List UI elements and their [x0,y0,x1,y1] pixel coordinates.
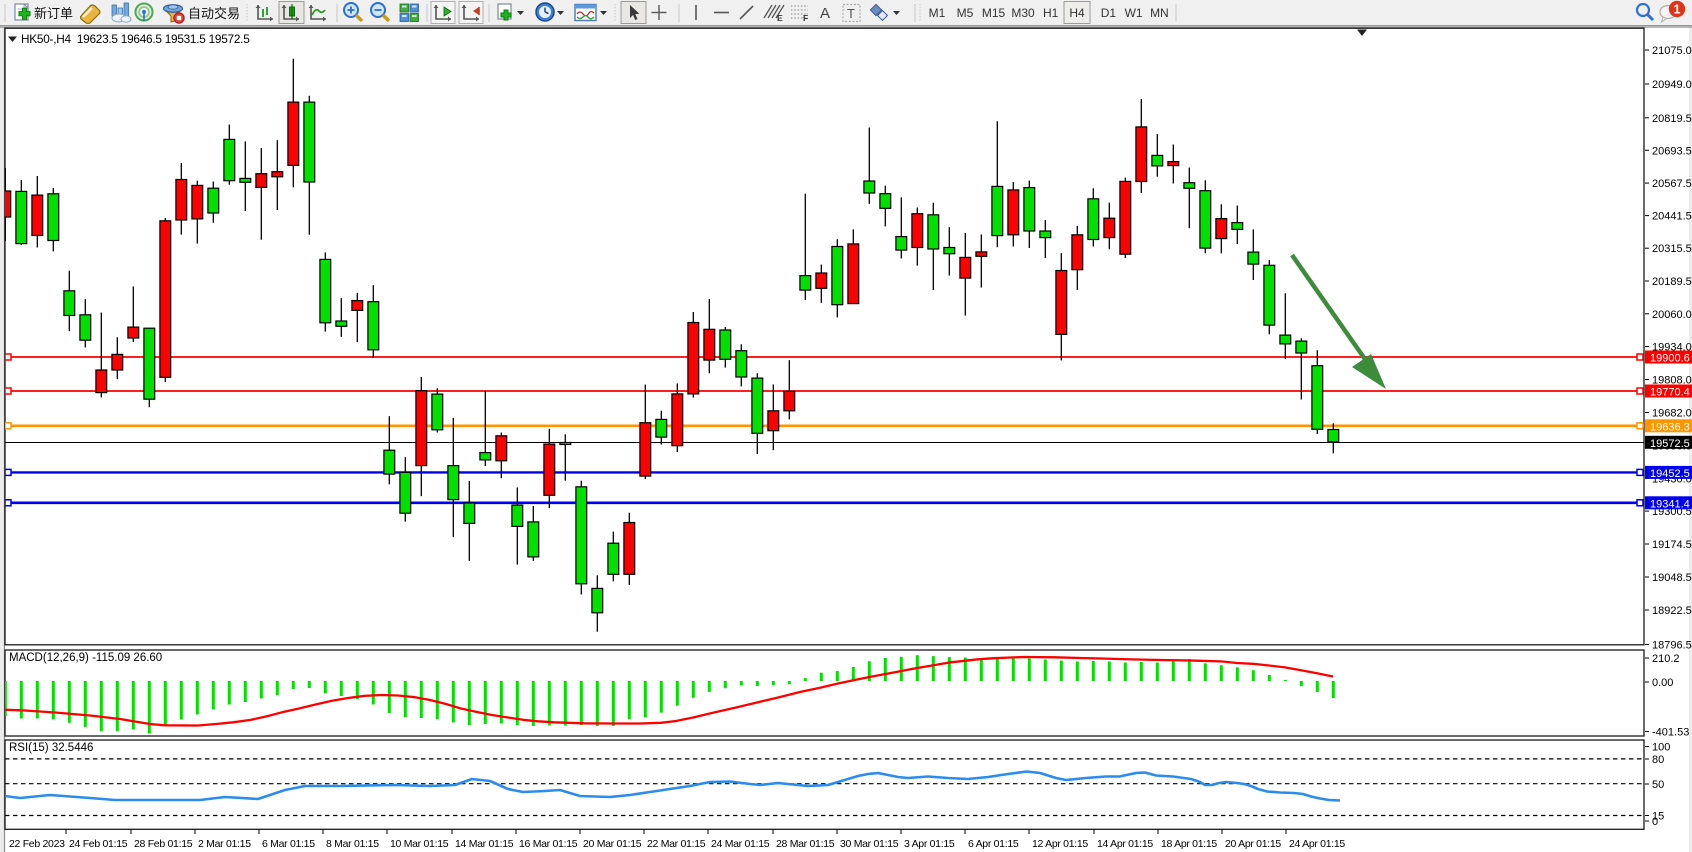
svg-text:18922.5: 18922.5 [1652,605,1692,617]
svg-text:0.00: 0.00 [1652,677,1673,689]
svg-text:M5: M5 [957,6,974,20]
svg-text:24 Mar 01:15: 24 Mar 01:15 [711,838,770,850]
svg-text:28 Mar 01:15: 28 Mar 01:15 [776,838,835,850]
svg-text:20819.5: 20819.5 [1652,113,1692,125]
svg-text:28 Feb 01:15: 28 Feb 01:15 [134,838,193,850]
svg-text:A: A [820,5,830,22]
svg-text:E: E [777,13,783,23]
svg-text:20 Apr 01:15: 20 Apr 01:15 [1225,838,1281,850]
svg-text:14 Mar 01:15: 14 Mar 01:15 [455,838,514,850]
svg-text:14 Apr 01:15: 14 Apr 01:15 [1097,838,1153,850]
svg-text:19682.0: 19682.0 [1652,408,1692,420]
svg-text:16 Mar 01:15: 16 Mar 01:15 [519,838,578,850]
svg-text:M1: M1 [929,6,946,20]
svg-text:22 Feb 2023: 22 Feb 2023 [9,838,65,850]
svg-text:18 Apr 01:15: 18 Apr 01:15 [1161,838,1217,850]
svg-text:W1: W1 [1125,6,1143,20]
svg-text:20060.0: 20060.0 [1652,309,1692,321]
svg-text:自动交易: 自动交易 [188,6,240,21]
svg-text:19770.4: 19770.4 [1650,387,1690,399]
svg-text:19808.0: 19808.0 [1652,375,1692,387]
svg-text:18796.5: 18796.5 [1652,640,1692,652]
svg-text:210.2: 210.2 [1652,653,1680,665]
svg-text:8 Mar 01:15: 8 Mar 01:15 [326,838,379,850]
svg-text:6 Mar 01:15: 6 Mar 01:15 [262,838,315,850]
svg-text:24 Apr 01:15: 24 Apr 01:15 [1289,838,1345,850]
svg-text:10 Mar 01:15: 10 Mar 01:15 [390,838,449,850]
svg-text:MACD(12,26,9) -115.09 26.60: MACD(12,26,9) -115.09 26.60 [9,652,162,664]
svg-text:22 Mar 01:15: 22 Mar 01:15 [647,838,706,850]
svg-text:19174.5: 19174.5 [1652,539,1692,551]
svg-text:新订单: 新订单 [34,6,73,21]
svg-text:T: T [847,6,855,21]
svg-text:20315.5: 20315.5 [1652,243,1692,255]
svg-text:80: 80 [1652,754,1664,766]
svg-text:19048.5: 19048.5 [1652,572,1692,584]
svg-text:20949.0: 20949.0 [1652,79,1692,91]
svg-text:20693.5: 20693.5 [1652,145,1692,157]
svg-text:0: 0 [1652,816,1658,828]
svg-text:19572.5: 19572.5 [1650,438,1690,450]
svg-text:20 Mar 01:15: 20 Mar 01:15 [583,838,642,850]
svg-text:20441.5: 20441.5 [1652,211,1692,223]
svg-text:19636.3: 19636.3 [1650,421,1690,433]
svg-text:RSI(15) 32.5446: RSI(15) 32.5446 [9,742,93,754]
svg-text:HK50-,H4 19623.5 19646.5 1953: HK50-,H4 19623.5 19646.5 19531.5 19572.5 [21,32,250,46]
svg-text:H1: H1 [1043,6,1059,20]
svg-text:6 Apr 01:15: 6 Apr 01:15 [968,838,1019,850]
svg-text:-401.53: -401.53 [1652,727,1689,739]
svg-text:30 Mar 01:15: 30 Mar 01:15 [840,838,899,850]
svg-text:24 Feb 01:15: 24 Feb 01:15 [69,838,128,850]
svg-text:50: 50 [1652,779,1664,791]
svg-text:19900.6: 19900.6 [1650,353,1690,365]
svg-text:100: 100 [1652,742,1670,754]
svg-text:F: F [803,13,808,23]
svg-text:15: 15 [1652,811,1664,823]
svg-text:MN: MN [1150,6,1169,20]
svg-text:20567.5: 20567.5 [1652,178,1692,190]
svg-text:3 Apr 01:15: 3 Apr 01:15 [904,838,955,850]
svg-text:M15: M15 [982,6,1006,20]
svg-text:19452.5: 19452.5 [1650,468,1690,480]
svg-text:19341.4: 19341.4 [1650,498,1690,510]
svg-text:21075.0: 21075.0 [1652,45,1692,57]
svg-text:1: 1 [1674,3,1681,17]
svg-text:M30: M30 [1011,6,1035,20]
svg-text:12 Apr 01:15: 12 Apr 01:15 [1032,838,1088,850]
svg-text:D1: D1 [1101,6,1117,20]
svg-text:2 Mar 01:15: 2 Mar 01:15 [198,838,251,850]
svg-text:H4: H4 [1069,6,1085,20]
svg-text:20189.5: 20189.5 [1652,276,1692,288]
